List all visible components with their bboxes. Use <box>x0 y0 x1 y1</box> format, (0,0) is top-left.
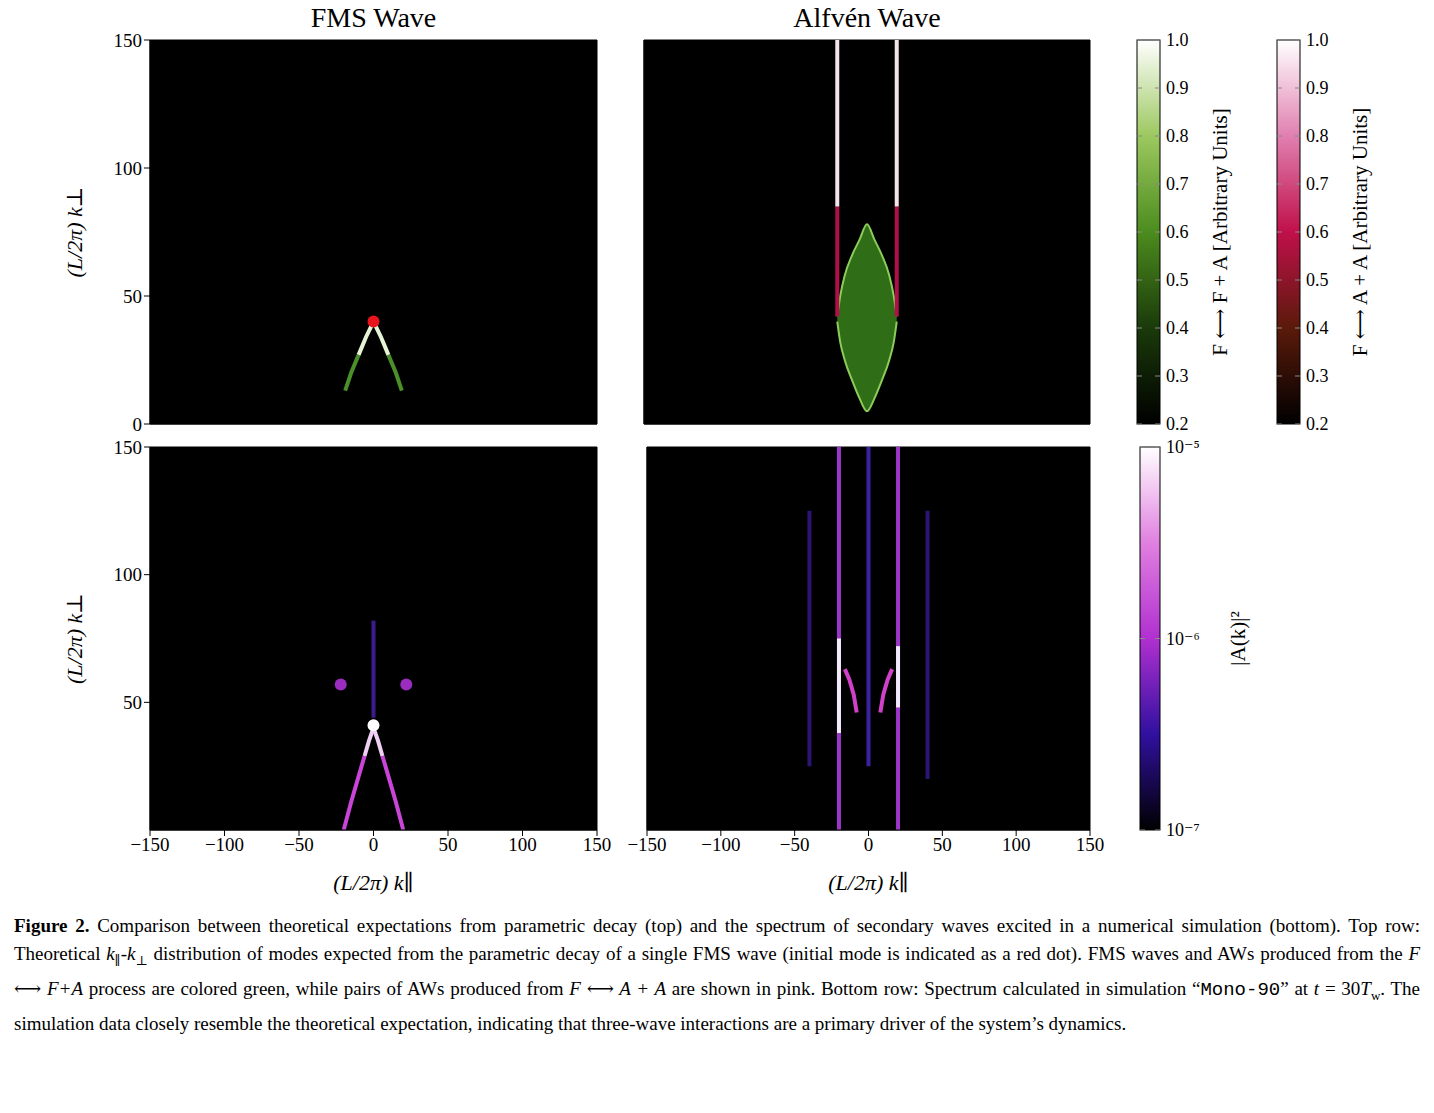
svg-text:0.3: 0.3 <box>1306 366 1329 386</box>
svg-text:−100: −100 <box>701 834 740 855</box>
svg-text:50: 50 <box>123 286 142 307</box>
svg-text:100: 100 <box>114 158 143 179</box>
svg-text:(L/2π) k⊥: (L/2π) k⊥ <box>62 187 87 278</box>
svg-text:150: 150 <box>114 30 143 51</box>
svg-text:0.2: 0.2 <box>1306 414 1329 434</box>
svg-text:10⁻⁷: 10⁻⁷ <box>1166 820 1200 840</box>
html-text:FMS Wave: FMS Wave <box>310 2 437 33</box>
svg-text:100: 100 <box>1002 834 1031 855</box>
svg-text:0.6: 0.6 <box>1166 222 1189 242</box>
svg-text:150: 150 <box>114 437 143 458</box>
svg-text:0.8: 0.8 <box>1166 126 1189 146</box>
svg-text:−150: −150 <box>130 834 169 855</box>
svg-text:0.9: 0.9 <box>1166 78 1189 98</box>
svg-text:100: 100 <box>508 834 537 855</box>
svg-text:0.8: 0.8 <box>1306 126 1329 146</box>
svg-text:−100: −100 <box>205 834 244 855</box>
svg-text:(L/2π) k∥: (L/2π) k∥ <box>333 870 413 895</box>
svg-text:|A(k)|²: |A(k)|² <box>1226 611 1250 665</box>
svg-text:0.9: 0.9 <box>1306 78 1329 98</box>
svg-text:50: 50 <box>123 692 142 713</box>
svg-text:−150: −150 <box>627 834 666 855</box>
svg-text:10⁻⁶: 10⁻⁶ <box>1166 629 1200 649</box>
svg-text:100: 100 <box>114 564 143 585</box>
svg-text:(L/2π) k∥: (L/2π) k∥ <box>828 870 908 895</box>
svg-text:10⁻⁵: 10⁻⁵ <box>1166 437 1200 457</box>
svg-text:150: 150 <box>583 834 612 855</box>
svg-text:0.7: 0.7 <box>1166 174 1189 194</box>
svg-text:0.3: 0.3 <box>1166 366 1189 386</box>
html-text:Figure 2. Comparison between t: Figure 2. Comparison between theoretical… <box>14 915 1420 1034</box>
html-text:Alfvén Wave: Alfvén Wave <box>793 2 941 33</box>
svg-text:50: 50 <box>439 834 458 855</box>
svg-text:1.0: 1.0 <box>1166 30 1189 50</box>
svg-text:0.2: 0.2 <box>1166 414 1189 434</box>
svg-text:0.6: 0.6 <box>1306 222 1329 242</box>
svg-text:0: 0 <box>369 834 379 855</box>
svg-text:−50: −50 <box>284 834 314 855</box>
svg-text:0: 0 <box>133 414 143 435</box>
svg-text:50: 50 <box>933 834 952 855</box>
svg-text:−50: −50 <box>780 834 810 855</box>
svg-text:0.5: 0.5 <box>1306 270 1329 290</box>
svg-text:F ⟷ A + A [Arbitrary Units]: F ⟷ A + A [Arbitrary Units] <box>1348 108 1372 356</box>
svg-text:0.7: 0.7 <box>1306 174 1329 194</box>
svg-text:0.4: 0.4 <box>1306 318 1329 338</box>
svg-text:(L/2π) k⊥: (L/2π) k⊥ <box>62 593 87 684</box>
svg-text:F ⟷ F + A [Arbitrary Units]: F ⟷ F + A [Arbitrary Units] <box>1208 108 1232 355</box>
svg-text:0.4: 0.4 <box>1166 318 1189 338</box>
svg-text:1.0: 1.0 <box>1306 30 1329 50</box>
svg-text:150: 150 <box>1076 834 1105 855</box>
svg-text:0: 0 <box>864 834 874 855</box>
svg-text:0.5: 0.5 <box>1166 270 1189 290</box>
